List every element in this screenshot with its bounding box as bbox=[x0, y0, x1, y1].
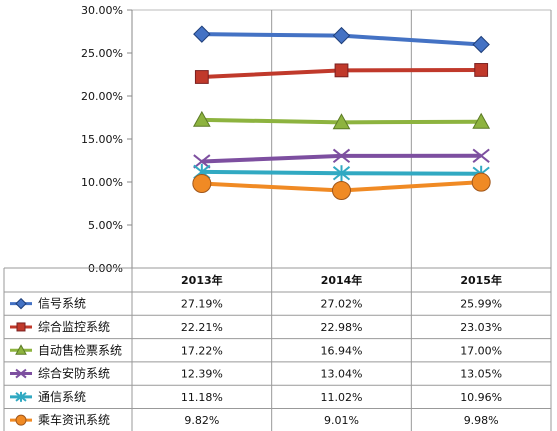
table-row: 自动售检票系统 17.22% 16.94% 17.00% bbox=[10, 342, 502, 357]
data-label: 9.82% bbox=[184, 414, 219, 427]
data-label: 12.39% bbox=[181, 368, 223, 381]
square-marker bbox=[16, 322, 26, 332]
data-label: 17.00% bbox=[460, 344, 502, 357]
series-4 bbox=[193, 148, 490, 169]
y-tick-label: 5.00% bbox=[88, 219, 123, 232]
category-label: 2015年 bbox=[460, 273, 502, 287]
data-label: 9.01% bbox=[324, 414, 359, 427]
series-name: 综合安防系统 bbox=[38, 366, 110, 381]
series-2 bbox=[194, 63, 489, 84]
data-label: 10.96% bbox=[460, 391, 502, 404]
data-label: 27.02% bbox=[321, 298, 363, 311]
series-name: 通信系统 bbox=[38, 390, 86, 404]
series-name: 自动售检票系统 bbox=[38, 342, 122, 357]
table-row: 综合监控系统 22.21% 22.98% 23.03% bbox=[10, 319, 502, 334]
circle-marker bbox=[471, 172, 491, 192]
data-label: 25.99% bbox=[460, 298, 502, 311]
table-row: 通信系统 11.18% 11.02% 10.96% bbox=[10, 390, 502, 404]
table-row: 信号系统 27.19% 27.02% 25.99% bbox=[10, 297, 502, 311]
data-label: 16.94% bbox=[321, 344, 363, 357]
circle-marker bbox=[192, 174, 212, 194]
circle-marker bbox=[15, 414, 27, 426]
x-marker-stroke bbox=[332, 148, 351, 164]
data-label: 11.02% bbox=[321, 391, 363, 404]
y-axis: 30.00%25.00%20.00%15.00%10.00%5.00%0.00% bbox=[81, 4, 133, 275]
y-tick-label: 30.00% bbox=[81, 4, 123, 17]
y-tick-label: 20.00% bbox=[81, 90, 123, 103]
x-marker-stroke bbox=[472, 148, 490, 163]
series-5 bbox=[193, 163, 490, 182]
data-label: 22.21% bbox=[181, 321, 223, 334]
diamond-marker bbox=[193, 25, 211, 43]
series-6 bbox=[192, 172, 491, 201]
series-1 bbox=[193, 25, 490, 54]
star-marker bbox=[15, 391, 27, 402]
x-marker bbox=[332, 148, 351, 164]
x-marker bbox=[193, 154, 211, 169]
diamond-marker bbox=[15, 297, 27, 310]
x-marker bbox=[472, 148, 490, 163]
table-row: 乘车资讯系统 9.82% 9.01% 9.98% bbox=[10, 412, 499, 427]
circle-marker bbox=[332, 181, 351, 201]
series-3 bbox=[192, 110, 491, 130]
triangle-marker bbox=[15, 344, 27, 355]
table-row: 综合安防系统 12.39% 13.04% 13.05% bbox=[10, 366, 502, 381]
series-name: 信号系统 bbox=[38, 297, 86, 311]
triangle-marker bbox=[192, 110, 211, 127]
star-marker bbox=[332, 165, 351, 182]
data-label: 9.98% bbox=[464, 414, 499, 427]
diamond-marker bbox=[472, 35, 490, 54]
series-name: 乘车资讯系统 bbox=[38, 412, 110, 427]
diamond-marker bbox=[332, 26, 351, 45]
y-tick-label: 25.00% bbox=[81, 47, 123, 60]
square-marker bbox=[334, 63, 349, 78]
data-label: 17.22% bbox=[181, 344, 223, 357]
data-label: 13.05% bbox=[460, 368, 502, 381]
data-label: 11.18% bbox=[181, 391, 223, 404]
y-tick-label: 10.00% bbox=[81, 176, 123, 189]
square-marker bbox=[194, 70, 209, 84]
category-label: 2013年 bbox=[181, 273, 223, 287]
series-layer bbox=[192, 25, 491, 201]
series-name: 综合监控系统 bbox=[38, 319, 110, 334]
data-label: 23.03% bbox=[460, 321, 502, 334]
y-tick-label: 15.00% bbox=[81, 133, 123, 146]
x-marker-stroke bbox=[15, 368, 27, 379]
triangle-marker bbox=[332, 113, 351, 130]
data-label: 22.98% bbox=[321, 321, 363, 334]
square-marker bbox=[474, 63, 489, 77]
x-marker-stroke bbox=[193, 154, 211, 169]
category-label: 2014年 bbox=[321, 273, 363, 287]
triangle-marker bbox=[472, 112, 491, 129]
x-marker bbox=[15, 368, 27, 379]
data-label: 27.19% bbox=[181, 298, 223, 311]
data-label: 13.04% bbox=[321, 368, 363, 381]
